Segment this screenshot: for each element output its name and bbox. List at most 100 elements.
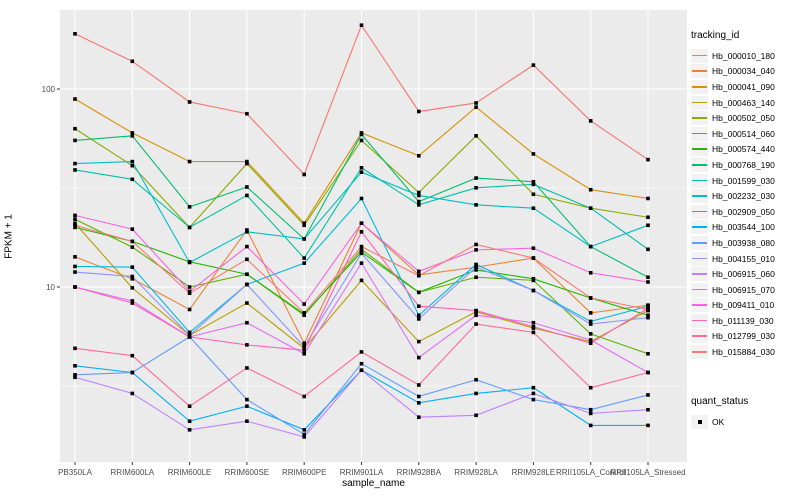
data-point [646, 223, 650, 228]
x-tick-label-RRIM600LA: RRIM600LA [110, 468, 155, 477]
data-point [245, 366, 249, 370]
data-point [359, 23, 364, 28]
data-point [73, 363, 77, 368]
data-point [474, 275, 478, 280]
data-point [73, 221, 77, 226]
legend-label: Hb_011139_030 [712, 315, 774, 326]
legend-key-line [691, 235, 708, 250]
legend-label: Hb_000514_060 [712, 128, 775, 139]
data-point [531, 256, 536, 260]
data-point [588, 244, 593, 249]
data-point [417, 290, 421, 295]
data-point [417, 109, 421, 114]
data-point [302, 237, 306, 241]
data-point [531, 330, 536, 335]
data-point [245, 230, 249, 234]
data-point [417, 339, 421, 344]
data-point [531, 397, 536, 402]
legend-key-line [691, 267, 708, 282]
legend-key-line [691, 189, 708, 204]
data-point [73, 225, 77, 230]
data-point [245, 343, 249, 347]
data-point [588, 338, 593, 342]
data-point [588, 270, 593, 275]
legend-key-line [691, 220, 708, 235]
data-point [359, 251, 364, 256]
data-point [474, 265, 478, 269]
data-point [417, 193, 421, 198]
data-point [417, 394, 421, 399]
data-point [646, 280, 650, 284]
data-point [73, 32, 77, 36]
data-point [474, 176, 478, 180]
data-point [417, 317, 421, 321]
data-point [130, 299, 135, 303]
data-point [531, 385, 536, 390]
data-point [359, 278, 364, 283]
data-point [646, 351, 650, 356]
data-point [417, 383, 421, 387]
data-point [130, 274, 135, 279]
data-point [359, 350, 364, 354]
data-point [588, 206, 593, 211]
data-point [588, 423, 593, 428]
legend-label: Hb_000768_190 [712, 159, 775, 170]
data-point [474, 242, 478, 247]
data-point [187, 225, 192, 230]
legend-label: Hb_006915_060 [712, 269, 775, 280]
data-point [73, 217, 77, 222]
legend-entry-Hb_003938_080: Hb_003938_080 [691, 235, 799, 251]
legend-entry-Hb_000041_090: Hb_000041_090 [691, 79, 799, 95]
legend-entry-Hb_002232_030: Hb_002232_030 [691, 188, 799, 204]
data-point [245, 282, 249, 287]
data-point [474, 377, 478, 382]
data-point [646, 157, 650, 162]
data-point [73, 264, 77, 269]
data-point [417, 203, 421, 207]
legend-key-line [691, 126, 708, 141]
data-point [187, 260, 192, 265]
y-tick-label: 100 [41, 84, 55, 94]
data-point [245, 397, 249, 402]
data-point [531, 192, 536, 197]
x-tick-label-RRIM928BA: RRIM928BA [396, 468, 442, 477]
data-point [531, 324, 536, 329]
data-point [245, 257, 249, 262]
data-point [130, 177, 135, 182]
data-point [73, 126, 77, 131]
data-point [302, 221, 306, 226]
data-point [359, 244, 364, 249]
data-point [588, 322, 593, 326]
x-tick-label-RRII105LA_Stressed: RRII105LA_Stressed [610, 468, 686, 477]
data-point [73, 161, 77, 166]
legend-label: Hb_009411_010 [712, 300, 775, 311]
data-point [245, 244, 249, 249]
data-point [73, 373, 77, 377]
data-point [588, 332, 593, 336]
data-point [588, 119, 593, 123]
data-point [474, 248, 478, 252]
data-point [359, 361, 364, 366]
data-point [187, 205, 192, 209]
data-point [302, 351, 306, 356]
legend-entry-Hb_006915_060: Hb_006915_060 [691, 266, 799, 282]
legend-label: Hb_012799_030 [712, 331, 775, 342]
legend-key-line [691, 298, 708, 313]
legend-label: Hb_000010_180 [712, 50, 775, 61]
data-point [646, 315, 650, 320]
data-point [359, 247, 364, 252]
data-point [646, 307, 650, 312]
legend-key-line [691, 64, 708, 79]
legend-key-line [691, 204, 708, 219]
data-point [187, 428, 192, 432]
data-point [187, 419, 192, 424]
x-axis-title: sample_name [342, 478, 405, 489]
data-point [73, 168, 77, 172]
legend-label: Hb_000034_040 [712, 66, 775, 77]
legend-label: Hb_001599_030 [712, 175, 775, 186]
legend-key-line [691, 313, 708, 328]
legend-key-line [691, 142, 708, 157]
data-point [73, 223, 77, 228]
data-point [73, 97, 77, 101]
